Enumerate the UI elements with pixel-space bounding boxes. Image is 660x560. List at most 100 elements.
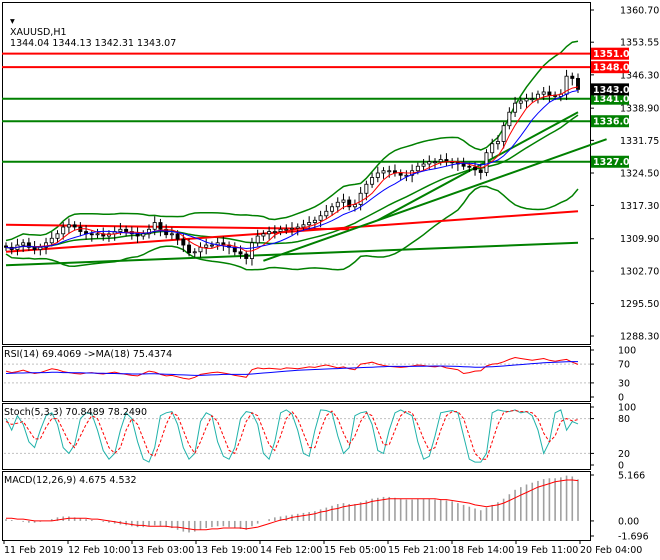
- candle-body: [44, 242, 49, 248]
- candle-body: [524, 98, 529, 102]
- price-tick-label: 1353.55: [620, 38, 659, 49]
- macd-frame: [2, 471, 591, 541]
- candle-body: [318, 215, 323, 221]
- candle-body: [398, 172, 403, 176]
- candle-body: [26, 242, 31, 248]
- candle-body: [290, 227, 294, 230]
- ma-slow-line: [5, 90, 579, 250]
- candle-body: [490, 143, 495, 154]
- candle-body: [32, 246, 37, 250]
- price-panel-header: ▾ XAUUSD,H1 1344.04 1344.13 1342.31 1343…: [4, 5, 176, 49]
- candle-body: [438, 159, 443, 163]
- axes: 1360.70 1353.55 1346.30 1338.90 1331.75 1324.…: [3, 6, 659, 556]
- x-tick-label: 13 Feb 19:00: [196, 545, 258, 556]
- trend-line: [5, 241, 579, 267]
- price-tick-label: 1324.50: [620, 169, 659, 180]
- candle-body: [341, 199, 346, 203]
- macd-title: MACD(12,26,9) 4.675 4.532: [4, 475, 137, 486]
- candle-body: [324, 210, 329, 217]
- candle-body: [4, 245, 8, 248]
- candle-body: [198, 246, 203, 253]
- candle-body: [152, 222, 157, 230]
- rsi-tick-label: 70: [618, 360, 630, 371]
- candle-body: [312, 219, 317, 223]
- ohlc-label: 1344.04 1344.13 1342.31 1343.07: [10, 38, 177, 49]
- candle-body: [89, 233, 94, 236]
- candle-body: [381, 170, 386, 174]
- candle-body: [135, 233, 140, 237]
- current-price-tag: [591, 83, 629, 96]
- candle-body: [21, 242, 26, 246]
- candle-body: [61, 226, 66, 235]
- rsi-panel[interactable]: [4, 356, 590, 384]
- candle-body: [375, 172, 380, 178]
- candle-body: [404, 174, 409, 177]
- level-tag: [591, 155, 629, 168]
- candle-body: [187, 244, 192, 254]
- stochastic-panel[interactable]: [4, 409, 590, 463]
- candle-body: [209, 244, 214, 247]
- candle-body: [38, 246, 43, 250]
- price-panel[interactable]: [2, 40, 607, 271]
- candle-body: [387, 170, 392, 173]
- rsi-tick-label: 100: [618, 346, 636, 357]
- candle-body: [541, 91, 546, 95]
- rsi-frame: [2, 346, 591, 402]
- candle-body: [261, 233, 266, 237]
- stoch-tick-label: 100: [618, 403, 636, 414]
- candle-body: [141, 233, 146, 237]
- candle-body: [415, 165, 420, 172]
- candle-body: [169, 233, 174, 236]
- x-tick-label: 18 Feb 14:00: [452, 545, 514, 556]
- candle-body: [330, 206, 335, 212]
- candle-body: [478, 169, 483, 173]
- upper-band-line: [5, 40, 579, 242]
- candle-body: [272, 231, 277, 233]
- stoch-tick-label: 0: [618, 461, 624, 472]
- candle-body: [547, 91, 552, 96]
- x-tick-label: 15 Feb 21:00: [388, 545, 450, 556]
- stoch-title: Stoch(5,3,3) 70.8489 78.2490: [4, 407, 148, 418]
- candle-body: [278, 228, 283, 232]
- x-tick-label: 12 Feb 10:00: [68, 545, 130, 556]
- candle-body: [307, 222, 312, 226]
- level-tag: [591, 61, 629, 74]
- stoch-series-1-line: [5, 409, 579, 460]
- candle-body: [484, 152, 489, 173]
- candle-body: [95, 233, 100, 236]
- candle-body: [370, 177, 375, 185]
- macd-panel[interactable]: [5, 475, 579, 533]
- level-tag-label: 1327.00: [593, 157, 637, 168]
- symbol-label: XAUUSD,H1: [10, 27, 67, 38]
- candle-body: [473, 166, 478, 171]
- candle-body: [255, 235, 260, 244]
- x-tick-label: 20 Feb 04:00: [580, 545, 642, 556]
- macd-tick-label: -1.696: [618, 532, 649, 543]
- price-tick-label: 1338.90: [620, 104, 659, 115]
- candle-body: [244, 253, 249, 259]
- candle-body: [72, 224, 77, 228]
- candle-body: [49, 237, 54, 244]
- candle-body: [284, 228, 289, 231]
- candle-body: [66, 224, 71, 228]
- price-tick-label: 1317.30: [620, 201, 659, 212]
- candle-body: [364, 183, 369, 194]
- price-tick-label: 1360.70: [620, 6, 659, 17]
- candle-body: [106, 233, 111, 237]
- macd-tick-label: 0.00: [618, 516, 639, 527]
- header-arrow-icon: ▾: [10, 16, 15, 27]
- candle-body: [181, 238, 186, 246]
- candle-body: [576, 78, 580, 90]
- candle-body: [295, 226, 300, 229]
- candle-body: [118, 228, 123, 232]
- stoch-frame: [2, 403, 591, 470]
- candle-body: [124, 228, 129, 232]
- x-tick-label: 14 Feb 12:00: [260, 545, 322, 556]
- candle-body: [55, 233, 60, 239]
- candle-body: [267, 231, 272, 235]
- rsi-tick-label: 0: [618, 393, 624, 404]
- current-price-label: 1343.07: [593, 85, 636, 96]
- trend-line: [377, 111, 579, 222]
- level-tag-label: 1336.00: [593, 117, 637, 128]
